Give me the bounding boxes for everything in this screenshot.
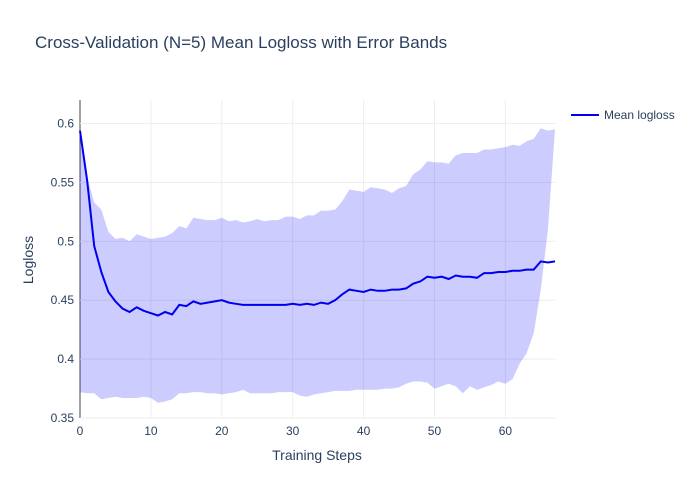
y-tick-label: 0.6 (57, 117, 74, 131)
grid-lines (79, 100, 555, 419)
error-band (80, 128, 555, 403)
x-tick-label: 0 (77, 424, 84, 438)
mean-logloss-line (79, 130, 556, 317)
x-tick-label: 50 (428, 424, 442, 438)
x-tick-label: 20 (215, 424, 229, 438)
x-tick-label: 10 (144, 424, 158, 438)
x-tick-label: 30 (286, 424, 300, 438)
legend[interactable]: Mean logloss (571, 108, 675, 122)
legend-label-mean-logloss: Mean logloss (604, 108, 675, 122)
chart-title: Cross-Validation (N=5) Mean Logloss with… (35, 33, 448, 52)
y-axis-label: Logloss (20, 236, 36, 284)
x-tick-label: 60 (499, 424, 513, 438)
x-tick-label: 40 (357, 424, 371, 438)
x-axis-label: Training Steps (272, 447, 362, 463)
y-tick-label: 0.55 (51, 175, 75, 189)
y-tick-labels: 0.35 0.4 0.45 0.5 0.55 0.6 (51, 117, 75, 425)
y-tick-label: 0.35 (51, 411, 75, 425)
y-tick-label: 0.5 (57, 234, 74, 248)
x-tick-labels: 0 10 20 30 40 50 60 (77, 424, 513, 438)
y-tick-label: 0.4 (57, 352, 74, 366)
y-tick-label: 0.45 (51, 293, 75, 307)
